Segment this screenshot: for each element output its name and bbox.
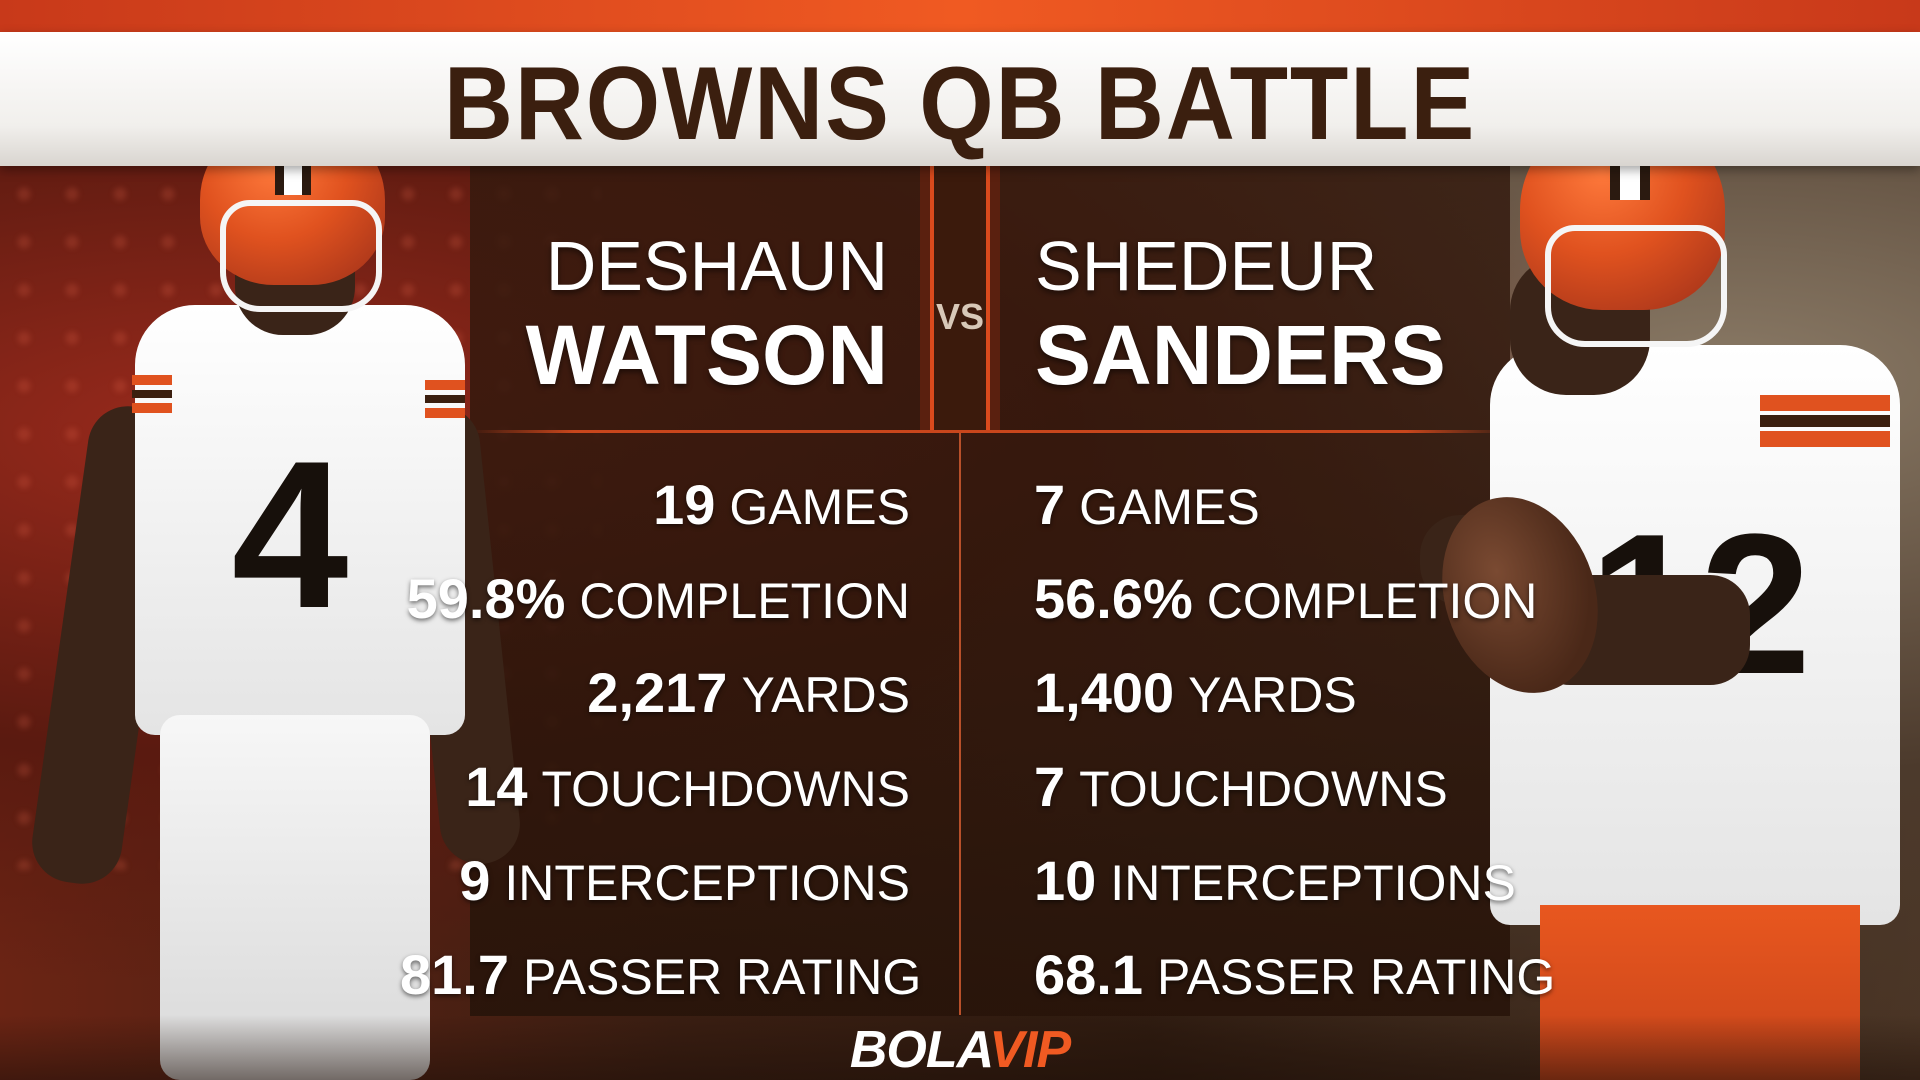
sleeve-stripe bbox=[425, 380, 465, 390]
stat-row: 59.8% COMPLETION bbox=[400, 552, 910, 646]
facemask bbox=[220, 200, 382, 312]
stat-label: COMPLETION bbox=[579, 573, 910, 629]
player-name-left: DESHAUN WATSON bbox=[470, 222, 888, 400]
stat-row: 9 INTERCEPTIONS bbox=[400, 834, 910, 928]
stat-label: TOUCHDOWNS bbox=[1079, 761, 1448, 817]
stat-row: 1,400 YARDS bbox=[1034, 646, 1554, 740]
stat-label: TOUCHDOWNS bbox=[541, 761, 910, 817]
stat-value: 10 bbox=[1034, 849, 1097, 912]
stat-row: 68.1 PASSER RATING bbox=[1034, 928, 1556, 1022]
stat-row: 19 GAMES bbox=[400, 458, 910, 552]
stat-row: 2,217 YARDS bbox=[400, 646, 910, 740]
logo-part-vip: VIP bbox=[989, 1021, 1071, 1079]
last-name: WATSON bbox=[525, 308, 888, 402]
name-stats-divider bbox=[470, 430, 1510, 433]
stat-label: INTERCEPTIONS bbox=[504, 855, 910, 911]
stat-value: 1,400 bbox=[1034, 661, 1175, 724]
stat-value: 14 bbox=[465, 755, 528, 818]
center-stripe bbox=[920, 166, 1000, 430]
logo-part-bola: BOLA bbox=[849, 1021, 990, 1079]
top-accent-bar bbox=[0, 0, 1920, 32]
facemask bbox=[1545, 225, 1727, 347]
bolavip-logo: BOLAVIP bbox=[0, 1020, 1920, 1080]
title-band bbox=[0, 32, 1920, 166]
sleeve-stripe bbox=[425, 395, 465, 403]
sleeve-stripe bbox=[1760, 395, 1890, 411]
stat-value: 9 bbox=[459, 849, 491, 912]
stat-label: PASSER RATING bbox=[1157, 949, 1556, 1005]
sleeve-stripe bbox=[132, 403, 172, 413]
last-name: SANDERS bbox=[1035, 308, 1446, 402]
jersey-number: 4 bbox=[231, 417, 349, 652]
stat-label: COMPLETION bbox=[1206, 573, 1538, 629]
stat-value: 59.8% bbox=[406, 567, 566, 630]
stat-row: 14 TOUCHDOWNS bbox=[400, 740, 910, 834]
stat-value: 7 bbox=[1034, 755, 1066, 818]
sleeve-stripe bbox=[132, 390, 172, 398]
player-name-right: SHEDEUR SANDERS bbox=[1035, 222, 1455, 400]
stat-label: INTERCEPTIONS bbox=[1110, 855, 1516, 911]
vs-label: VS bbox=[935, 296, 985, 337]
stats-list-right: 7 GAMES 56.6% COMPLETION 1,400 YARDS 7 TOUCH… bbox=[1034, 458, 1556, 1022]
stat-label: GAMES bbox=[729, 479, 910, 535]
sleeve-stripe bbox=[1760, 415, 1890, 427]
jersey bbox=[135, 305, 465, 735]
stat-label: PASSER RATING bbox=[523, 949, 922, 1005]
sleeve-stripe bbox=[425, 408, 465, 418]
stat-row: 56.6% COMPLETION bbox=[1034, 552, 1554, 646]
stat-value: 19 bbox=[653, 473, 716, 536]
center-divider-line bbox=[959, 430, 961, 1015]
stat-row: 81.7 PASSER RATING bbox=[400, 928, 921, 1022]
stat-value: 7 bbox=[1034, 473, 1066, 536]
stat-label: GAMES bbox=[1079, 479, 1260, 535]
stat-label: YARDS bbox=[741, 667, 910, 723]
bottom-bar bbox=[0, 1015, 1920, 1080]
sleeve-stripe bbox=[1760, 431, 1890, 447]
stats-list-left: 19 GAMES 59.8% COMPLETION 2,217 YARDS 14 TOU… bbox=[400, 458, 921, 1022]
stat-value: 68.1 bbox=[1034, 943, 1143, 1006]
page-title: BROWNS QB BATTLE bbox=[443, 46, 1477, 162]
stat-value: 2,217 bbox=[587, 661, 728, 724]
stat-row: 7 GAMES bbox=[1034, 458, 1554, 552]
stat-value: 56.6% bbox=[1034, 567, 1193, 630]
stat-row: 7 TOUCHDOWNS bbox=[1034, 740, 1554, 834]
sleeve-stripe bbox=[132, 375, 172, 385]
stat-label: YARDS bbox=[1188, 667, 1357, 723]
stat-row: 10 INTERCEPTIONS bbox=[1034, 834, 1554, 928]
first-name: SHEDEUR bbox=[1035, 227, 1378, 305]
stat-value: 81.7 bbox=[400, 943, 509, 1006]
first-name: DESHAUN bbox=[545, 227, 888, 305]
